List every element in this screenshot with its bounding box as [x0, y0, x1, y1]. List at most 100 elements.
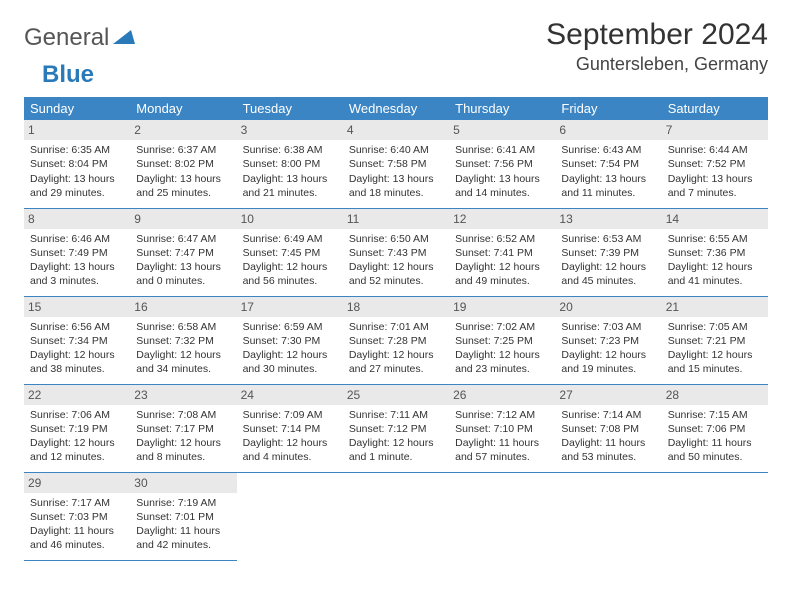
sunset-line: Sunset: 7:47 PM: [136, 246, 230, 260]
sunrise-line: Sunrise: 7:15 AM: [668, 408, 762, 422]
day-info: Sunrise: 7:01 AMSunset: 7:28 PMDaylight:…: [347, 320, 445, 377]
daylight-line: Daylight: 12 hours and 56 minutes.: [243, 260, 337, 288]
day-info: Sunrise: 6:37 AMSunset: 8:02 PMDaylight:…: [134, 143, 232, 200]
calendar-row: 8Sunrise: 6:46 AMSunset: 7:49 PMDaylight…: [24, 208, 768, 296]
calendar-cell: 11 Sunrise: 6:50 AMSunset: 7:43 PMDayligh…: [343, 208, 449, 296]
calendar-cell: [555, 472, 661, 560]
daylight-line: Daylight: 12 hours and 41 minutes.: [668, 260, 762, 288]
sunset-line: Sunset: 7:30 PM: [243, 334, 337, 348]
day-info: Sunrise: 6:38 AMSunset: 8:00 PMDaylight:…: [241, 143, 339, 200]
weekday-header: Wednesday: [343, 97, 449, 120]
day-info: Sunrise: 7:15 AMSunset: 7:06 PMDaylight:…: [666, 408, 764, 465]
day-number: 4: [343, 120, 449, 140]
sunset-line: Sunset: 7:41 PM: [455, 246, 549, 260]
sunset-line: Sunset: 7:08 PM: [561, 422, 655, 436]
daylight-line: Daylight: 13 hours and 0 minutes.: [136, 260, 230, 288]
sunrise-line: Sunrise: 7:17 AM: [30, 496, 124, 510]
day-number: 16: [130, 297, 236, 317]
sunset-line: Sunset: 7:39 PM: [561, 246, 655, 260]
sunrise-line: Sunrise: 7:02 AM: [455, 320, 549, 334]
calendar-cell: [237, 472, 343, 560]
daylight-line: Daylight: 11 hours and 42 minutes.: [136, 524, 230, 552]
daylight-line: Daylight: 11 hours and 46 minutes.: [30, 524, 124, 552]
day-info: Sunrise: 6:49 AMSunset: 7:45 PMDaylight:…: [241, 232, 339, 289]
calendar-cell: 27Sunrise: 7:14 AMSunset: 7:08 PMDayligh…: [555, 384, 661, 472]
day-info: Sunrise: 7:12 AMSunset: 7:10 PMDaylight:…: [453, 408, 551, 465]
daylight-line: Daylight: 12 hours and 45 minutes.: [561, 260, 655, 288]
sunset-line: Sunset: 7:49 PM: [30, 246, 124, 260]
day-number: 15: [24, 297, 130, 317]
calendar-cell: 16 Sunrise: 6:58 AMSunset: 7:32 PMDayligh…: [130, 296, 236, 384]
sunset-line: Sunset: 7:32 PM: [136, 334, 230, 348]
daylight-line: Daylight: 12 hours and 27 minutes.: [349, 348, 443, 376]
calendar-cell: 4Sunrise: 6:40 AMSunset: 7:58 PMDaylight…: [343, 120, 449, 208]
day-info: Sunrise: 7:11 AMSunset: 7:12 PMDaylight:…: [347, 408, 445, 465]
sunset-line: Sunset: 7:06 PM: [668, 422, 762, 436]
sunset-line: Sunset: 7:14 PM: [243, 422, 337, 436]
weekday-header: Sunday: [24, 97, 130, 120]
day-info: Sunrise: 7:17 AMSunset: 7:03 PMDaylight:…: [28, 496, 126, 553]
sunrise-line: Sunrise: 6:41 AM: [455, 143, 549, 157]
daylight-line: Daylight: 12 hours and 4 minutes.: [243, 436, 337, 464]
sunrise-line: Sunrise: 6:44 AM: [668, 143, 762, 157]
sunset-line: Sunset: 7:25 PM: [455, 334, 549, 348]
day-info: Sunrise: 7:06 AMSunset: 7:19 PMDaylight:…: [28, 408, 126, 465]
calendar-cell: 22Sunrise: 7:06 AMSunset: 7:19 PMDayligh…: [24, 384, 130, 472]
day-info: Sunrise: 6:50 AMSunset: 7:43 PMDaylight:…: [347, 232, 445, 289]
calendar-cell: 24Sunrise: 7:09 AMSunset: 7:14 PMDayligh…: [237, 384, 343, 472]
day-number: 11: [343, 209, 449, 229]
day-info: Sunrise: 6:43 AMSunset: 7:54 PMDaylight:…: [559, 143, 657, 200]
daylight-line: Daylight: 13 hours and 29 minutes.: [30, 172, 124, 200]
logo-text-blue: Blue: [42, 61, 94, 88]
sunrise-line: Sunrise: 6:35 AM: [30, 143, 124, 157]
calendar-cell: 15Sunrise: 6:56 AMSunset: 7:34 PMDayligh…: [24, 296, 130, 384]
daylight-line: Daylight: 13 hours and 7 minutes.: [668, 172, 762, 200]
day-number: 17: [237, 297, 343, 317]
sunset-line: Sunset: 7:34 PM: [30, 334, 124, 348]
sunset-line: Sunset: 7:28 PM: [349, 334, 443, 348]
day-number: 29: [24, 473, 130, 493]
sunrise-line: Sunrise: 6:55 AM: [668, 232, 762, 246]
daylight-line: Daylight: 13 hours and 3 minutes.: [30, 260, 124, 288]
calendar-cell: 25Sunrise: 7:11 AMSunset: 7:12 PMDayligh…: [343, 384, 449, 472]
sunrise-line: Sunrise: 6:52 AM: [455, 232, 549, 246]
calendar-table: SundayMondayTuesdayWednesdayThursdayFrid…: [24, 97, 768, 561]
day-number: 20: [555, 297, 661, 317]
day-number: 9: [130, 209, 236, 229]
daylight-line: Daylight: 11 hours and 57 minutes.: [455, 436, 549, 464]
sunset-line: Sunset: 7:52 PM: [668, 157, 762, 171]
daylight-line: Daylight: 12 hours and 30 minutes.: [243, 348, 337, 376]
day-number: 12: [449, 209, 555, 229]
day-info: Sunrise: 6:58 AMSunset: 7:32 PMDaylight:…: [134, 320, 232, 377]
calendar-cell: 14Sunrise: 6:55 AMSunset: 7:36 PMDayligh…: [662, 208, 768, 296]
day-number: 18: [343, 297, 449, 317]
calendar-cell: [343, 472, 449, 560]
calendar-row: 15Sunrise: 6:56 AMSunset: 7:34 PMDayligh…: [24, 296, 768, 384]
calendar-cell: [449, 472, 555, 560]
day-number: 3: [237, 120, 343, 140]
sunrise-line: Sunrise: 7:01 AM: [349, 320, 443, 334]
daylight-line: Daylight: 13 hours and 11 minutes.: [561, 172, 655, 200]
calendar-row: 29 Sunrise: 7:17 AMSunset: 7:03 PMDayligh…: [24, 472, 768, 560]
sunrise-line: Sunrise: 6:46 AM: [30, 232, 124, 246]
daylight-line: Daylight: 12 hours and 38 minutes.: [30, 348, 124, 376]
daylight-line: Daylight: 12 hours and 12 minutes.: [30, 436, 124, 464]
calendar-cell: 13Sunrise: 6:53 AMSunset: 7:39 PMDayligh…: [555, 208, 661, 296]
sunrise-line: Sunrise: 7:05 AM: [668, 320, 762, 334]
calendar-cell: 30Sunrise: 7:19 AMSunset: 7:01 PMDayligh…: [130, 472, 236, 560]
calendar-cell: 12Sunrise: 6:52 AMSunset: 7:41 PMDayligh…: [449, 208, 555, 296]
calendar-cell: 8Sunrise: 6:46 AMSunset: 7:49 PMDaylight…: [24, 208, 130, 296]
calendar-cell: 28Sunrise: 7:15 AMSunset: 7:06 PMDayligh…: [662, 384, 768, 472]
day-info: Sunrise: 6:44 AMSunset: 7:52 PMDaylight:…: [666, 143, 764, 200]
sunset-line: Sunset: 7:19 PM: [30, 422, 124, 436]
sunrise-line: Sunrise: 6:37 AM: [136, 143, 230, 157]
weekday-header: Saturday: [662, 97, 768, 120]
sunrise-line: Sunrise: 6:53 AM: [561, 232, 655, 246]
sunrise-line: Sunrise: 6:47 AM: [136, 232, 230, 246]
day-number: 7: [662, 120, 768, 140]
day-number: 30: [130, 473, 236, 493]
sunrise-line: Sunrise: 6:43 AM: [561, 143, 655, 157]
calendar-cell: 23Sunrise: 7:08 AMSunset: 7:17 PMDayligh…: [130, 384, 236, 472]
calendar-cell: [662, 472, 768, 560]
day-number: 2: [130, 120, 236, 140]
